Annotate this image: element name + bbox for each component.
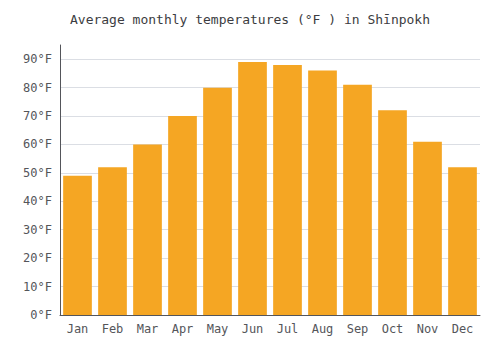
svg-text:70°F: 70°F (23, 109, 52, 123)
svg-text:30°F: 30°F (23, 223, 52, 237)
svg-text:Oct: Oct (382, 322, 404, 336)
svg-text:Dec: Dec (452, 322, 474, 336)
svg-text:Mar: Mar (137, 322, 159, 336)
svg-text:May: May (207, 322, 229, 336)
svg-text:Feb: Feb (102, 322, 124, 336)
svg-text:Apr: Apr (172, 322, 194, 336)
svg-text:20°F: 20°F (23, 251, 52, 265)
svg-text:10°F: 10°F (23, 280, 52, 294)
svg-text:Jun: Jun (242, 322, 264, 336)
svg-text:80°F: 80°F (23, 81, 52, 95)
svg-text:50°F: 50°F (23, 166, 52, 180)
svg-text:90°F: 90°F (23, 52, 52, 66)
svg-text:Sep: Sep (347, 322, 369, 336)
svg-text:60°F: 60°F (23, 137, 52, 151)
svg-text:Jan: Jan (67, 322, 89, 336)
svg-text:Nov: Nov (417, 322, 439, 336)
svg-text:Aug: Aug (312, 322, 334, 336)
svg-text:40°F: 40°F (23, 194, 52, 208)
svg-text:0°F: 0°F (30, 308, 52, 322)
svg-text:Jul: Jul (277, 322, 299, 336)
svg-text:Average monthly temperatures (: Average monthly temperatures (°F ) in Sh… (70, 12, 430, 27)
